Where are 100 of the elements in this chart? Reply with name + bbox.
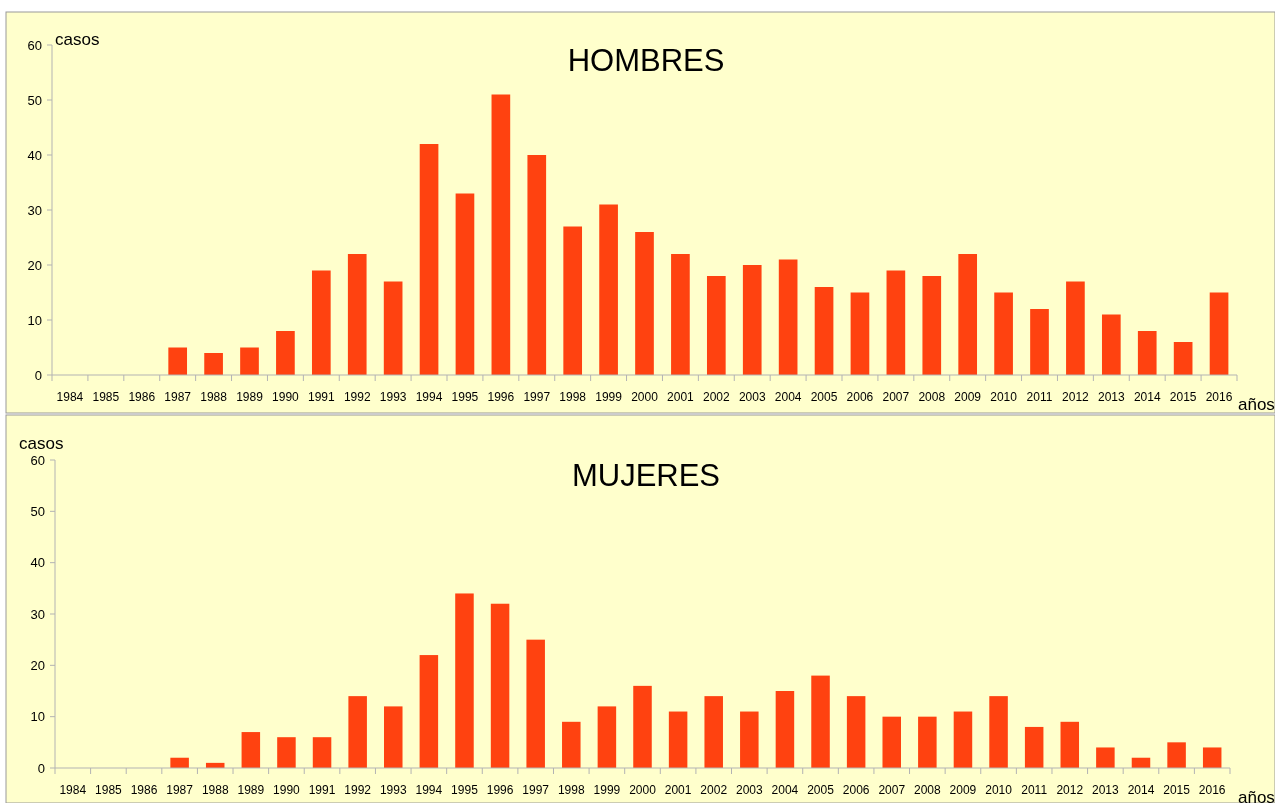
y-tick-label: 10 (27, 312, 42, 328)
bar (1024, 726, 1044, 768)
x-tick-label: 2005 (807, 783, 835, 797)
bar (886, 270, 906, 375)
x-tick-label: 2007 (882, 390, 910, 404)
bar (311, 270, 331, 375)
bar (1096, 747, 1115, 768)
bar (347, 254, 367, 375)
bar (1066, 281, 1085, 375)
bar (953, 711, 973, 768)
bar (277, 737, 296, 768)
x-tick-label: 1994 (415, 390, 443, 404)
x-tick-label: 2014 (1133, 390, 1161, 404)
x-tick-label: 1985 (92, 390, 120, 404)
x-tick-label: 1984 (56, 390, 84, 404)
bar (740, 711, 759, 768)
x-tick-label: 1995 (451, 390, 479, 404)
bar (633, 685, 652, 768)
x-tick-label: 1993 (379, 783, 407, 797)
bar (527, 155, 547, 375)
x-tick-label: 2006 (846, 390, 874, 404)
bar (850, 292, 870, 375)
x-tick-label: 1995 (451, 783, 479, 797)
bar (563, 226, 583, 375)
x-tick-label: 1985 (95, 783, 123, 797)
x-tick-label: 1992 (343, 390, 371, 404)
x-tick-label: 1986 (130, 783, 158, 797)
x-axis-title: años (1238, 788, 1275, 803)
bar (419, 144, 439, 375)
x-tick-label: 2016 (1205, 390, 1233, 404)
x-tick-label: 1989 (236, 390, 264, 404)
bar (491, 94, 511, 375)
y-tick-label: 0 (37, 760, 45, 776)
x-tick-label: 2002 (700, 783, 728, 797)
bar (490, 603, 510, 768)
x-tick-label: 1989 (237, 783, 265, 797)
bar (597, 706, 617, 768)
bar (455, 193, 475, 375)
x-tick-label: 1997 (523, 390, 551, 404)
x-tick-label: 2006 (842, 783, 870, 797)
x-tick-label: 2004 (771, 783, 799, 797)
bar (704, 696, 723, 768)
bar (384, 706, 403, 768)
chart-title: MUJERES (571, 458, 721, 493)
bar (1173, 342, 1193, 375)
x-tick-label: 2009 (954, 390, 982, 404)
x-tick-label: 2012 (1056, 783, 1084, 797)
x-tick-label: 1994 (415, 783, 443, 797)
bar (168, 347, 188, 375)
bar (526, 639, 545, 768)
bar (811, 675, 830, 768)
bar (170, 757, 189, 768)
y-tick-label: 20 (27, 257, 42, 273)
bar (742, 265, 762, 375)
bar (276, 331, 295, 375)
bar (775, 691, 795, 768)
bar (1137, 331, 1157, 375)
bar (348, 696, 367, 768)
x-tick-label: 1991 (307, 390, 335, 404)
bar (994, 292, 1013, 375)
x-tick-label: 2010 (990, 390, 1018, 404)
bar (1060, 721, 1080, 768)
y-tick-label: 40 (27, 147, 42, 163)
bar (383, 281, 403, 375)
x-tick-label: 1988 (200, 390, 228, 404)
x-tick-label: 1987 (166, 783, 194, 797)
bar (455, 593, 474, 768)
bar (882, 716, 901, 768)
x-tick-label: 2001 (664, 783, 692, 797)
x-tick-label: 2009 (949, 783, 977, 797)
x-tick-label: 1998 (559, 390, 587, 404)
bar (635, 232, 654, 375)
x-tick-label: 1997 (522, 783, 550, 797)
bar (241, 732, 261, 768)
y-tick-label: 30 (30, 606, 45, 622)
bar (204, 353, 223, 375)
x-tick-label: 1990 (272, 390, 300, 404)
x-tick-label: 2001 (667, 390, 695, 404)
x-tick-label: 1990 (273, 783, 301, 797)
y-tick-label: 0 (34, 367, 42, 383)
x-tick-label: 1996 (487, 390, 515, 404)
x-tick-label: 1986 (128, 390, 156, 404)
y-axis-title: casos (19, 434, 64, 453)
y-tick-label: 10 (30, 709, 45, 725)
x-tick-label: 2000 (631, 390, 659, 404)
y-tick-label: 40 (30, 555, 45, 571)
bar (671, 254, 690, 375)
x-tick-label: 2003 (738, 390, 766, 404)
bar (814, 287, 834, 375)
bar (1167, 742, 1186, 768)
x-tick-label: 1999 (595, 390, 623, 404)
y-tick-label: 60 (27, 37, 42, 53)
x-tick-label: 2007 (878, 783, 906, 797)
x-tick-label: 2008 (918, 390, 946, 404)
y-tick-label: 50 (27, 92, 42, 108)
bar (1202, 747, 1222, 768)
x-tick-label: 2002 (702, 390, 730, 404)
x-tick-label: 1988 (201, 783, 229, 797)
bar (312, 737, 332, 768)
x-tick-label: 2014 (1127, 783, 1155, 797)
